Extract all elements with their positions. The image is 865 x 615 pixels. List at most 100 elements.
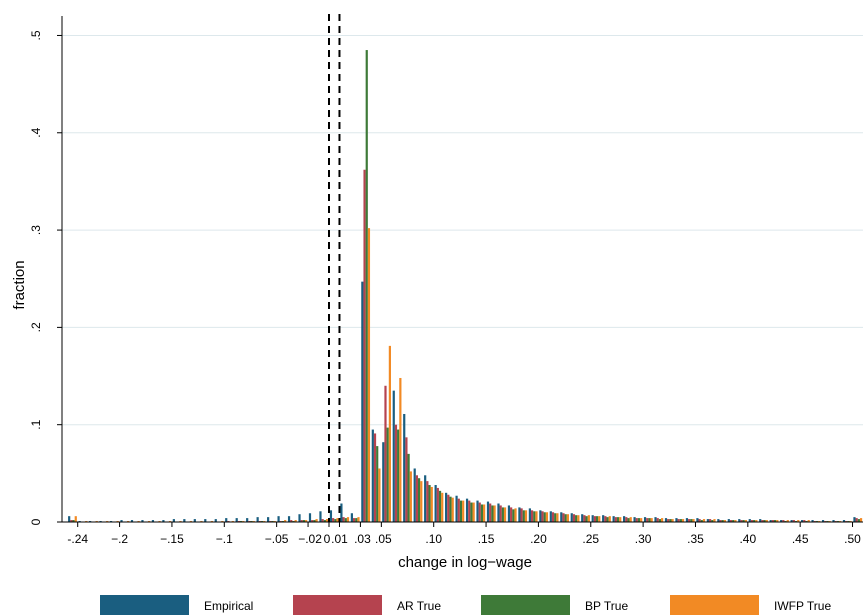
legend: Empirical AR True BP True IWFP True: [100, 595, 831, 615]
bar-empirical: [591, 515, 594, 522]
bar-ar-true: [405, 437, 408, 522]
bar-empirical: [277, 516, 280, 522]
bar-empirical: [570, 513, 573, 522]
bar-ar-true: [688, 519, 691, 522]
x-axis-label: change in log−wage: [398, 554, 532, 571]
bar-bp-true: [323, 520, 326, 522]
bar-empirical: [235, 518, 238, 522]
bar-empirical: [748, 519, 751, 522]
bar-bp-true: [721, 520, 724, 522]
bar-empirical: [225, 518, 228, 522]
y-tick-label: .2: [29, 322, 43, 332]
bar-ar-true: [677, 519, 680, 522]
bar-bp-true: [533, 511, 536, 522]
bar-empirical: [539, 510, 542, 522]
bar-bp-true: [711, 520, 714, 522]
bar-iwfp-true: [451, 497, 454, 522]
x-tick-label: .35: [687, 532, 704, 546]
bar-ar-true: [510, 507, 513, 522]
bar-ar-true: [740, 520, 743, 522]
bar-ar-true: [352, 518, 356, 522]
bar-empirical: [801, 520, 804, 522]
bar-empirical: [696, 518, 699, 522]
bar-empirical: [507, 505, 511, 522]
bar-ar-true: [698, 519, 701, 522]
bar-empirical: [780, 520, 783, 522]
bar-iwfp-true: [305, 520, 308, 522]
bar-empirical: [204, 519, 207, 522]
bar-ar-true: [436, 487, 439, 522]
bar-empirical: [727, 519, 730, 522]
bar-iwfp-true: [681, 519, 685, 522]
x-tick-label: .50: [844, 532, 861, 546]
bar-empirical: [214, 519, 217, 522]
bar-ar-true: [447, 494, 450, 522]
bar-bp-true: [470, 502, 473, 522]
bar-empirical: [560, 512, 563, 522]
bar-iwfp-true: [74, 516, 77, 522]
bar-bp-true: [512, 509, 515, 522]
bar-bp-true: [732, 520, 735, 522]
bar-bp-true: [365, 50, 368, 523]
bar-ar-true: [855, 518, 858, 522]
bar-empirical: [172, 519, 175, 522]
bar-empirical: [643, 517, 647, 522]
bar-ar-true: [771, 520, 774, 522]
legend-label: IWFP True: [774, 599, 831, 613]
bar-ar-true: [583, 515, 586, 522]
bar-ar-true: [489, 503, 492, 522]
bar-ar-true: [478, 502, 481, 522]
x-tick-label: .20: [530, 532, 547, 546]
bar-bp-true: [616, 517, 620, 522]
bar-ar-true: [646, 518, 649, 522]
bar-bp-true: [763, 520, 766, 522]
bar-ar-true: [614, 517, 617, 522]
y-axis-label: fraction: [11, 260, 28, 309]
bar-empirical: [413, 468, 416, 522]
bar-iwfp-true: [734, 520, 737, 522]
bar-iwfp-true: [807, 520, 810, 522]
bar-iwfp-true: [378, 468, 381, 522]
bar-ar-true: [321, 519, 324, 522]
bar-ar-true: [593, 516, 596, 522]
bar-iwfp-true: [357, 517, 360, 522]
bar-empirical: [654, 517, 657, 522]
bar-ar-true: [311, 520, 314, 522]
bar-bp-true: [344, 518, 347, 522]
x-tick-label: 0: [324, 532, 331, 546]
bar-empirical: [424, 475, 427, 522]
bar-iwfp-true: [294, 520, 297, 522]
bar-iwfp-true: [441, 492, 444, 522]
bar-bp-true: [669, 519, 672, 522]
bar-iwfp-true: [514, 508, 517, 522]
bar-ar-true: [457, 498, 460, 522]
bar-bp-true: [376, 446, 379, 522]
bar-iwfp-true: [619, 517, 622, 522]
bar-bp-true: [543, 512, 546, 522]
bar-iwfp-true: [650, 518, 653, 522]
legend-swatch: [670, 595, 759, 615]
bar-bp-true: [554, 513, 557, 522]
bar-empirical: [193, 519, 196, 522]
bar-ar-true: [708, 519, 712, 522]
legend-label: Empirical: [204, 599, 253, 613]
legend-swatch: [481, 595, 570, 615]
bar-ar-true: [468, 500, 471, 522]
bar-ar-true: [635, 518, 638, 522]
bar-ar-true: [373, 433, 377, 522]
bar-bp-true: [334, 519, 337, 522]
bar-ar-true: [803, 520, 806, 522]
x-tick-label: .25: [582, 532, 599, 546]
bar-empirical: [633, 517, 636, 522]
bar-iwfp-true: [545, 512, 549, 522]
bar-iwfp-true: [346, 517, 350, 522]
bar-iwfp-true: [713, 519, 716, 522]
bar-bp-true: [407, 453, 410, 522]
bar-empirical: [68, 516, 71, 522]
bar-ar-true: [530, 510, 534, 522]
bar-empirical: [832, 520, 835, 522]
bar-ar-true: [70, 520, 73, 522]
x-tick-label: .05: [375, 532, 392, 546]
bar-iwfp-true: [765, 520, 768, 522]
